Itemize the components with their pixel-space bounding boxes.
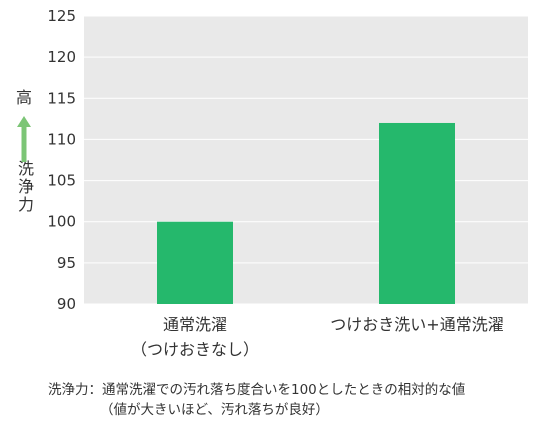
bar <box>379 122 455 304</box>
footnote: 洗浄力：通常洗濯での汚れ落ち度合いを100としたときの相対的な値 （値が大きいほ… <box>48 380 465 420</box>
x-category-label: （つけおきなし） <box>131 340 259 359</box>
x-category-label: つけおき洗い+通常洗濯 <box>330 315 503 334</box>
y-tick-label: 100 <box>47 213 76 231</box>
y-tick-label: 95 <box>57 254 76 272</box>
y-tick-labels: 90 95 100 105 110 115 120 125 <box>47 7 76 313</box>
y-tick-label: 120 <box>47 48 76 66</box>
up-arrow-icon <box>17 116 31 162</box>
plot-background <box>84 16 528 304</box>
y-tick-label: 115 <box>47 89 76 107</box>
x-category-label: 通常洗濯 <box>163 315 227 334</box>
y-axis-label: 高 洗浄力 <box>12 88 36 214</box>
y-axis-high-label: 高 <box>15 88 32 107</box>
footnote-line-1: 洗浄力：通常洗濯での汚れ落ち度合いを100としたときの相対的な値 <box>48 382 466 398</box>
bar <box>157 221 233 304</box>
x-category-labels: 通常洗濯 （つけおきなし） つけおき洗い+通常洗濯 <box>131 315 504 359</box>
y-axis-title: 洗浄力 <box>15 160 34 214</box>
y-tick-label: 90 <box>57 295 76 313</box>
y-tick-label: 110 <box>47 130 76 148</box>
footnote-line-2: （値が大きいほど、汚れ落ちが良好） <box>100 402 329 418</box>
bars <box>157 122 455 304</box>
y-tick-label: 125 <box>47 7 76 25</box>
y-tick-label: 105 <box>47 172 76 190</box>
